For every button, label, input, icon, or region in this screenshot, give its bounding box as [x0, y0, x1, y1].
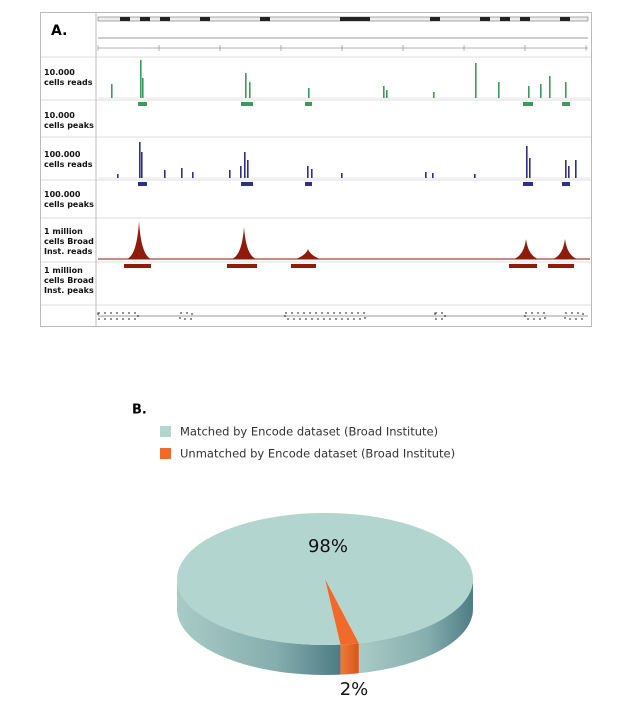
gene-exons	[434, 312, 446, 320]
read-spike	[164, 170, 166, 178]
gene-exons	[284, 312, 366, 320]
legend-label: Matched by Encode dataset (Broad Institu…	[180, 425, 438, 439]
read-spike	[433, 92, 435, 98]
legend-label: Unmatched by Encode dataset (Broad Insti…	[180, 447, 455, 461]
legend-swatch	[160, 426, 171, 437]
ideogram-band	[340, 17, 350, 21]
pie-slice	[325, 579, 359, 645]
called-peak	[305, 102, 312, 106]
read-spike	[111, 84, 113, 98]
called-peak	[241, 102, 253, 106]
read-pileup	[514, 239, 538, 259]
read-spike	[528, 86, 530, 98]
read-spike	[244, 152, 246, 178]
read-pileup	[296, 249, 320, 259]
pie-side	[340, 643, 359, 675]
ideogram-band	[200, 17, 210, 21]
read-spike	[540, 84, 542, 98]
read-spike	[568, 166, 570, 178]
read-spike	[311, 169, 313, 178]
ideogram-band	[520, 17, 530, 21]
read-spike	[575, 160, 577, 178]
called-peak	[305, 182, 312, 186]
called-peak	[509, 264, 537, 268]
read-spike	[425, 172, 427, 178]
panel-label: B.	[132, 403, 147, 418]
gene-exons	[97, 312, 139, 320]
read-spike	[383, 86, 385, 98]
called-peak	[523, 182, 533, 186]
read-spike	[526, 146, 528, 178]
pie-slice	[177, 513, 474, 645]
read-spike	[474, 174, 476, 178]
gene-exons	[524, 312, 546, 320]
read-spike	[140, 60, 142, 98]
called-peak	[523, 102, 533, 106]
read-spike	[245, 73, 247, 98]
genome-browser-panel: A. 10.000 cells reads 10.000 cells peaks…	[40, 12, 592, 327]
read-spike	[181, 168, 183, 178]
read-spike	[247, 160, 249, 178]
read-spike	[142, 78, 144, 98]
read-spike	[498, 82, 500, 98]
read-spike	[307, 166, 309, 178]
track-label: 100.000 cells peaks	[44, 190, 94, 209]
called-peak	[138, 102, 147, 106]
genome-browser-tracks	[40, 12, 592, 327]
read-spike	[565, 160, 567, 178]
read-spike	[308, 88, 310, 98]
read-spike	[139, 142, 141, 178]
called-peak	[548, 264, 574, 268]
read-spike	[475, 63, 477, 98]
value-label: 98%	[308, 536, 348, 557]
ideogram-band	[480, 17, 490, 21]
ideogram-band	[120, 17, 130, 21]
gene-exons	[179, 312, 193, 320]
ideogram-band	[140, 17, 150, 21]
track-label: 1 million cells Broad Inst. peaks	[44, 266, 94, 295]
ideogram-band	[560, 17, 570, 21]
track-label: 10.000 cells peaks	[44, 111, 94, 130]
ideogram-band	[360, 17, 370, 21]
called-peak	[227, 264, 257, 268]
called-peak	[138, 182, 147, 186]
track-label: 100.000 cells reads	[44, 150, 93, 169]
pie-side	[177, 579, 341, 675]
panel-label: A.	[51, 23, 68, 39]
read-spike	[117, 174, 119, 178]
read-spike	[529, 158, 531, 178]
called-peak	[241, 182, 253, 186]
read-spike	[192, 172, 194, 178]
read-spike	[386, 90, 388, 98]
track-label: 10.000 cells reads	[44, 68, 93, 87]
ideogram-band	[160, 17, 170, 21]
read-spike	[341, 173, 343, 178]
read-spike	[229, 170, 231, 178]
value-label: 2%	[340, 679, 369, 700]
called-peak	[562, 102, 570, 106]
read-spike	[240, 166, 242, 178]
called-peak	[562, 182, 570, 186]
legend-swatch	[160, 448, 171, 459]
read-pileup	[553, 239, 577, 259]
read-spike	[549, 76, 551, 98]
track-label: 1 million cells Broad Inst. reads	[44, 227, 94, 256]
read-spike	[565, 82, 567, 98]
read-spike	[432, 173, 434, 178]
ideogram-band	[260, 17, 270, 21]
read-pileup	[127, 221, 151, 259]
called-peak	[291, 264, 316, 268]
called-peak	[124, 264, 151, 268]
ideogram-band	[430, 17, 440, 21]
read-spike	[141, 152, 143, 178]
read-spike	[249, 82, 251, 98]
pie-side	[358, 579, 473, 674]
ideogram-band	[500, 17, 510, 21]
read-pileup	[232, 227, 256, 259]
ideogram-band	[350, 17, 360, 21]
